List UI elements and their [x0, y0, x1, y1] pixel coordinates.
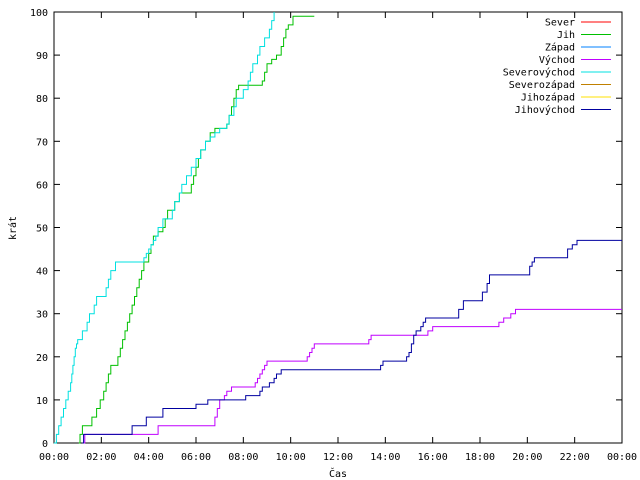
- legend-label: Jihovýchod: [515, 104, 575, 116]
- x-tick-label: 18:00: [465, 452, 495, 463]
- legend-label: Severovýchod: [503, 67, 575, 79]
- y-tick-label: 70: [36, 137, 48, 148]
- y-tick-label: 40: [36, 267, 48, 278]
- legend-label: Jihozápad: [521, 92, 575, 104]
- legend-label: Severozápad: [509, 79, 575, 91]
- y-tick-label: 90: [36, 51, 48, 62]
- series-line-1: [78, 15, 315, 444]
- y-tick-label: 20: [36, 353, 48, 364]
- x-axis-ticks: 00:00 02:00 04:00 06:00 08:00 10:00 12:00 14:00…: [39, 12, 637, 463]
- y-tick-label: 0: [42, 439, 48, 450]
- legend: SeverJihZápadVýchodSeverovýchodSeverozáp…: [503, 18, 611, 116]
- series-lines: [54, 12, 622, 444]
- y-tick-label: 30: [36, 310, 48, 321]
- series-line-3: [83, 308, 622, 444]
- x-tick-label: 20:00: [512, 452, 542, 463]
- x-tick-label: 08:00: [228, 452, 258, 463]
- series-line-7: [82, 239, 622, 444]
- legend-label: Sever: [545, 18, 575, 29]
- y-axis-ticks: 0 10 20 30 40 50 60 70 80 90 100: [30, 8, 622, 450]
- legend-label: Východ: [539, 54, 575, 66]
- x-tick-label: 04:00: [134, 452, 164, 463]
- y-axis-label: krát: [7, 216, 19, 240]
- y-tick-label: 50: [36, 224, 48, 235]
- x-tick-label: 00:00: [607, 452, 637, 463]
- x-tick-label: 16:00: [418, 452, 448, 463]
- y-tick-label: 60: [36, 180, 48, 191]
- x-tick-label: 22:00: [560, 452, 590, 463]
- x-tick-label: 02:00: [86, 452, 116, 463]
- x-tick-label: 06:00: [181, 452, 211, 463]
- x-tick-label: 12:00: [323, 452, 353, 463]
- y-tick-label: 100: [30, 8, 48, 19]
- x-tick-label: 14:00: [370, 452, 400, 463]
- x-axis-label: Čas: [329, 467, 347, 480]
- legend-label: Západ: [545, 42, 575, 54]
- x-tick-label: 00:00: [39, 452, 69, 463]
- y-tick-label: 10: [36, 396, 48, 407]
- series-line-4: [54, 12, 275, 444]
- legend-label: Jih: [557, 30, 575, 41]
- x-tick-label: 10:00: [276, 452, 306, 463]
- y-tick-label: 80: [36, 94, 48, 105]
